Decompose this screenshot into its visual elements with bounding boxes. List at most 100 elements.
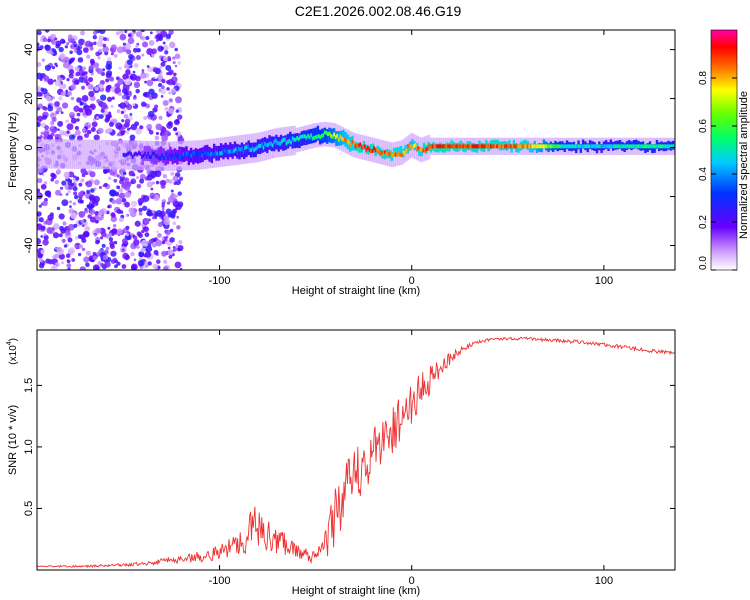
spectrogram-noise-speck (40, 235, 43, 238)
spectrogram-ridge-cell (533, 144, 535, 149)
spectrogram-noise-speck (122, 42, 126, 46)
spectrogram-ridge-cell (474, 144, 477, 149)
spectrogram-noise-speck (54, 262, 60, 267)
spectrogram-noise-speck (52, 128, 57, 134)
spectrogram-noise-speck (101, 231, 107, 238)
spectrogram-noise-speck (57, 120, 64, 127)
spectrogram-noise-speck (132, 103, 136, 107)
spectrogram-noise-speck (125, 95, 130, 101)
spectrogram-noise-speck (177, 191, 182, 196)
spectrogram-noise-speck (37, 178, 43, 184)
spectrogram-ridge-cell (439, 144, 442, 149)
spectrogram-noise-speck (66, 78, 70, 82)
spectrogram-noise-speck (51, 96, 55, 100)
spectrogram-noise-speck (146, 65, 150, 68)
spectrogram-ridge-cell (197, 152, 200, 156)
spectrogram-noise-speck (93, 62, 100, 69)
spectrogram-noise-speck (74, 79, 80, 85)
spectrogram-noise-speck (56, 206, 61, 211)
spectrogram-ridge-cell (273, 140, 276, 145)
spectrogram-halo (114, 140, 118, 170)
spectrogram-noise-speck (163, 266, 169, 270)
spectrogram-noise-speck (65, 119, 69, 124)
spectrogram-noise-speck (169, 228, 174, 233)
spectrogram-ridge-cell (311, 136, 314, 141)
spectrogram-noise-speck (79, 266, 87, 270)
spectrogram-ridge-cell (470, 144, 472, 149)
spectrogram-noise-speck (161, 250, 168, 257)
spectrogram-noise-speck (155, 33, 163, 40)
spectrogram-ridge-cell (556, 144, 558, 149)
spectrogram-noise-speck (82, 224, 85, 228)
spectrogram-noise-speck (149, 31, 153, 35)
spectrogram-noise-speck (161, 201, 166, 206)
spectrogram-noise-speck (109, 47, 114, 52)
spectrogram-halo (60, 139, 64, 169)
spectrogram-noise-speck (37, 254, 43, 259)
spectrogram-noise-speck (114, 259, 119, 264)
spectrogram-noise-speck (161, 237, 165, 241)
spectrogram-ridge-cell (536, 144, 538, 149)
spectrogram-halo (72, 139, 76, 169)
spectrogram-noise-speck (42, 37, 48, 43)
spectrogram-ridge-cell (363, 144, 366, 149)
spectrogram-halo (87, 139, 91, 170)
spectrogram-halo (95, 139, 99, 170)
spectrogram-noise-speck (77, 191, 84, 198)
spectrogram-noise-speck (80, 167, 87, 174)
spectrogram-noise-speck (140, 72, 147, 79)
spectrogram-noise-speck (67, 91, 73, 96)
spectrogram-noise-speck (118, 103, 122, 108)
svg-text:(x104): (x104) (6, 338, 19, 365)
spectrogram-ridge-cell (157, 155, 160, 160)
spectrogram-ridge-cell (380, 150, 383, 155)
spectrogram-ridge-cell (342, 137, 345, 142)
spectrogram-noise-speck (146, 181, 153, 188)
spectrogram-ridge-cell (569, 144, 572, 149)
spectrogram-envelope (524, 139, 527, 149)
spectrogram-noise-speck (81, 237, 87, 244)
spectrogram-noise-speck (84, 207, 88, 211)
spectrogram-ridge-cell (456, 144, 458, 149)
spectrogram-noise-speck (136, 245, 140, 249)
spectrogram-ridge-cell (597, 144, 600, 149)
spectrogram-ridge-cell (571, 144, 574, 149)
spectrogram-noise-speck (140, 101, 147, 107)
spectrogram-noise-speck (173, 72, 177, 77)
spectrogram-noise-speck (103, 170, 108, 174)
spectrogram-noise-speck (83, 256, 90, 263)
spectrogram-ridge-cell (414, 142, 417, 147)
spectrogram-noise-speck (86, 204, 90, 208)
spectrogram-envelope (512, 139, 516, 149)
spectrogram-noise-speck (59, 38, 66, 44)
spectrogram-ridge-cell (494, 144, 497, 149)
spectrogram-noise-speck (121, 264, 127, 269)
spectrogram-ridge-cell (271, 143, 274, 148)
spectrogram-noise-speck (40, 184, 47, 190)
spectrogram-noise-speck (121, 94, 127, 100)
spectrogram-noise-speck (58, 96, 63, 101)
spectrogram-halo (116, 140, 120, 170)
spectrogram-noise-speck (175, 109, 179, 113)
spectrogram-ridge-cell (161, 153, 163, 158)
spectrogram-noise-speck (74, 125, 79, 130)
spectrogram-noise-speck (154, 104, 159, 109)
spectrogram-noise-speck (161, 204, 165, 208)
spectrogram-noise-speck (92, 30, 98, 36)
spectrogram-noise-speck (121, 238, 128, 244)
spectrogram-envelope (180, 146, 184, 162)
spectrogram-noise-speck (146, 79, 154, 87)
spectrogram-noise-speck (113, 54, 118, 58)
spectrogram-noise-speck (152, 76, 156, 80)
spectrogram-noise-speck (81, 173, 86, 178)
spectrogram-noise-speck (172, 126, 178, 132)
spectrogram-ridge-cell (408, 146, 411, 151)
spectrogram-noise-speck (98, 35, 105, 42)
spectrogram-noise-speck (84, 105, 88, 109)
spectrogram-ridge-cell (128, 150, 131, 155)
spectrogram-noise-speck (141, 41, 149, 48)
spectrogram-noise-speck (59, 193, 63, 196)
spectrogram-noise-speck (160, 183, 166, 189)
spectrogram-noise-speck (162, 99, 169, 106)
spectrogram-noise-speck (44, 125, 50, 130)
